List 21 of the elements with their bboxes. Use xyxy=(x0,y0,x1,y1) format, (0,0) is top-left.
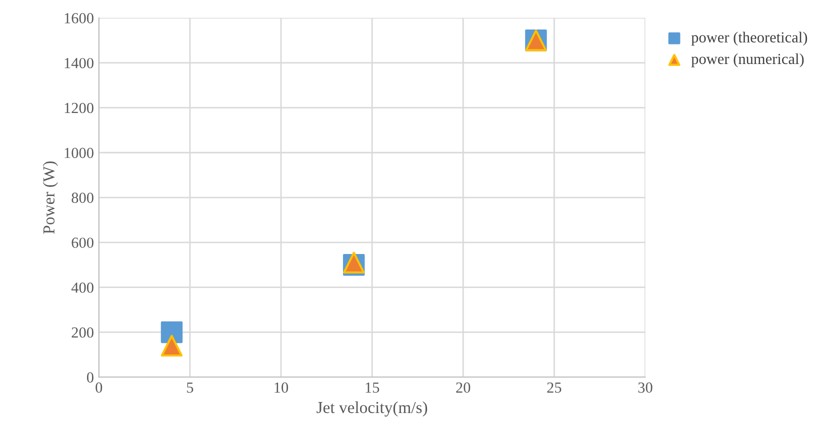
y-tick-label: 600 xyxy=(72,238,94,248)
y-tick-label: 800 xyxy=(72,192,94,203)
y-tick-label: 0 xyxy=(86,372,94,383)
x-tick-label: 30 xyxy=(638,382,652,393)
x-axis-title: Jet velocity(m/s) xyxy=(316,401,428,417)
y-tick-label: 1000 xyxy=(64,148,94,158)
y-axis-title: Power (W) xyxy=(42,161,58,234)
y-tick-label: 400 xyxy=(71,282,94,293)
x-tick-label: 10 xyxy=(274,382,288,393)
y-tick-label: 1400 xyxy=(64,58,94,68)
x-tick-label: 15 xyxy=(366,382,380,393)
y-tick-label: 1600 xyxy=(64,13,94,24)
x-tick-label: 5 xyxy=(187,382,194,393)
legend-label: power (numerical) xyxy=(691,53,804,68)
point xyxy=(160,334,183,357)
x-tick-label: 20 xyxy=(456,382,470,393)
x-tick-label: 0 xyxy=(96,382,102,393)
y-tick-label: 200 xyxy=(72,327,94,338)
y-tick-label: 1200 xyxy=(64,102,94,114)
x-tick-label: 25 xyxy=(547,382,562,393)
legend-label: power (theoretical) xyxy=(691,32,808,46)
